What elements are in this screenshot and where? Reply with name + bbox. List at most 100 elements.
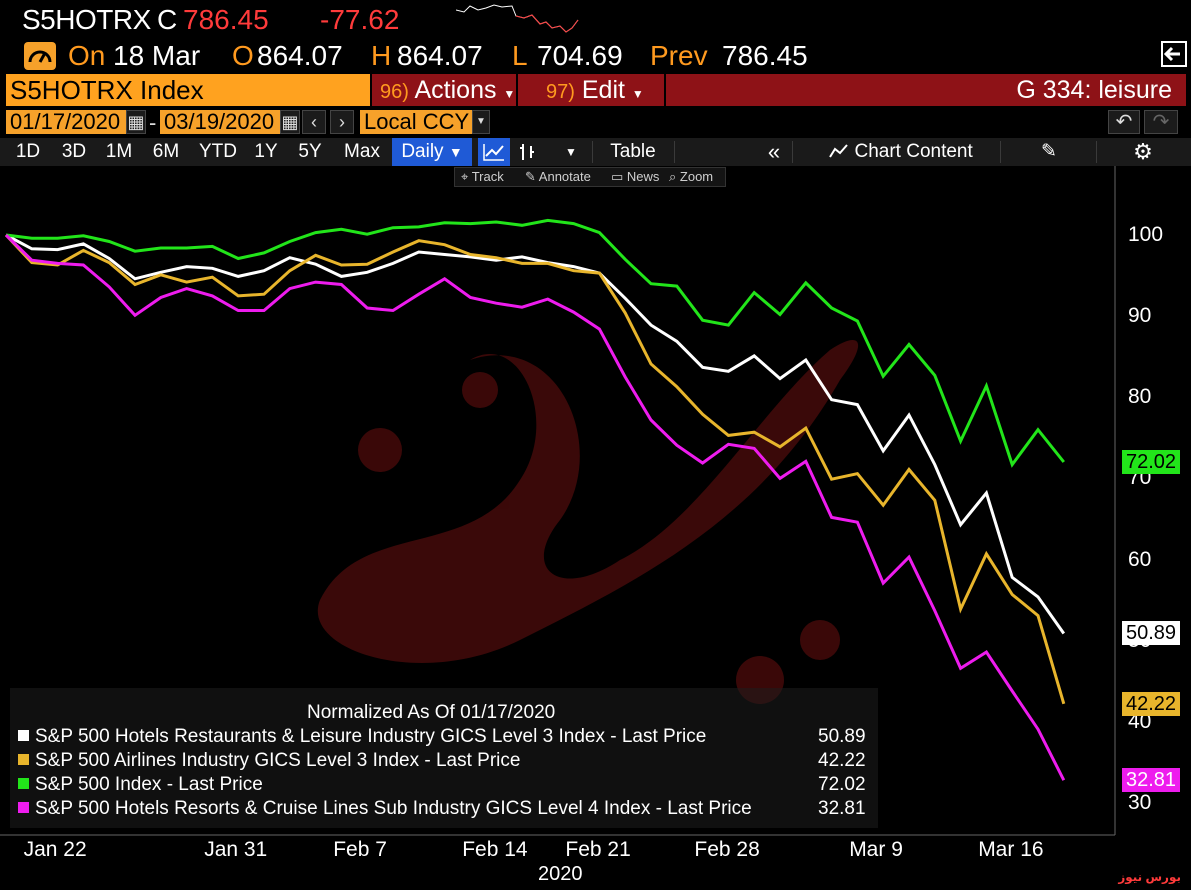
- arrow-right-icon[interactable]: ›: [330, 110, 354, 134]
- legend-item[interactable]: S&P 500 Hotels Restaurants & Leisure Ind…: [18, 726, 706, 748]
- legend-swatch: [18, 802, 29, 813]
- series-line-1[interactable]: [4, 233, 1066, 705]
- period-button-3d[interactable]: 3D: [61, 141, 87, 162]
- track-tool[interactable]: ⌖ Track: [461, 169, 504, 184]
- x-tick-label: Jan 22: [23, 838, 87, 861]
- edit-icon[interactable]: ✎: [1041, 141, 1057, 162]
- redo-icon[interactable]: ↷: [1144, 110, 1178, 134]
- x-tick-label: Feb 21: [565, 838, 631, 861]
- exit-icon[interactable]: [1160, 40, 1188, 68]
- chevron-down-icon[interactable]: ▼: [472, 110, 490, 134]
- watermark-text: بورس نیوز: [1118, 870, 1181, 884]
- legend-panel: [10, 688, 878, 828]
- end-date-input[interactable]: 03/19/2020: [160, 110, 280, 134]
- edit-menu[interactable]: 97) Edit ▼: [518, 74, 664, 106]
- series-line-3[interactable]: [4, 233, 1066, 781]
- x-tick-label: Jan 31: [204, 838, 268, 861]
- quote-detail-row: On 18 Mar O 864.07 H 864.07 L 704.69 Pre…: [0, 38, 1150, 72]
- chevron-down-icon: ▼: [503, 87, 516, 101]
- toolbar-divider: [1000, 141, 1001, 163]
- legend-item[interactable]: S&P 500 Index - Last Price: [18, 774, 263, 796]
- last-value-badge: 50.89: [1122, 621, 1181, 646]
- actions-label: Actions: [414, 76, 497, 104]
- high-label: H: [371, 40, 392, 71]
- toolbar-divider: [792, 141, 793, 163]
- legend-value: 32.81: [818, 798, 866, 819]
- bar-chart-icon[interactable]: [512, 138, 542, 166]
- low-label: L: [512, 40, 528, 71]
- calendar-icon[interactable]: ▦: [126, 110, 146, 134]
- last-value: 786.45: [183, 4, 269, 35]
- period-button-1m[interactable]: 1M: [105, 141, 133, 162]
- quote-header: S5HOTRX C 786.45 -77.62: [0, 0, 1191, 67]
- low-value: 704.69: [537, 40, 623, 71]
- legend-item[interactable]: S&P 500 Hotels Resorts & Cruise Lines Su…: [18, 798, 752, 820]
- x-tick-label: Feb 28: [694, 838, 760, 861]
- toolbar-divider: [674, 141, 675, 163]
- actions-menu[interactable]: 96) Actions ▼: [372, 74, 516, 106]
- frequency-label: Daily: [401, 141, 444, 162]
- chevron-down-icon: ▼: [448, 144, 463, 160]
- gear-icon[interactable]: ⚙: [1133, 139, 1153, 164]
- series-line-0[interactable]: [5, 233, 1066, 635]
- legend-swatch: [18, 778, 29, 789]
- legend-label: S&P 500 Index - Last Price: [35, 774, 263, 795]
- gauge-icon: [24, 42, 56, 70]
- x-tick-label: Feb 14: [462, 838, 528, 861]
- y-tick-label: 80: [1128, 385, 1152, 409]
- watermark-logo: [317, 340, 859, 704]
- chart-content-button[interactable]: Chart Content: [826, 138, 976, 166]
- period-button-6m[interactable]: 6M: [152, 141, 180, 162]
- legend-title: Normalized As Of 01/17/2020: [307, 702, 556, 723]
- period-button-1d[interactable]: 1D: [15, 141, 41, 162]
- x-tick-label: Mar 9: [849, 838, 903, 861]
- chart-toolbar: [0, 138, 1191, 166]
- chevron-down-icon[interactable]: ▼: [565, 145, 577, 159]
- series-layer: [4, 218, 1066, 781]
- zoom-tool[interactable]: ⌕ Zoom: [669, 169, 714, 184]
- quote-date: 18 Mar: [113, 40, 201, 71]
- open-label: O: [232, 40, 254, 71]
- last-value-badge: 32.81: [1122, 768, 1181, 793]
- legend-label: S&P 500 Hotels Restaurants & Leisure Ind…: [35, 726, 707, 747]
- legend-item[interactable]: S&P 500 Airlines Industry GICS Level 3 I…: [18, 750, 520, 772]
- frequency-select[interactable]: Daily ▼: [392, 138, 472, 166]
- legend-swatch: [18, 754, 29, 765]
- series-line-2[interactable]: [5, 218, 1065, 468]
- date-separator: -: [149, 110, 157, 135]
- collapse-icon[interactable]: «: [767, 139, 781, 164]
- x-tick-label: Feb 7: [333, 838, 387, 861]
- last-value-badge: 42.22: [1122, 691, 1181, 716]
- start-date-input[interactable]: 01/17/2020: [6, 110, 126, 134]
- open-value: 864.07: [257, 40, 343, 71]
- prev-value: 786.45: [722, 40, 808, 71]
- period-button-ytd[interactable]: YTD: [199, 141, 237, 162]
- news-tool[interactable]: ▭ News: [611, 169, 660, 184]
- high-value: 864.07: [397, 40, 483, 71]
- line-chart[interactable]: [0, 166, 1191, 890]
- period-button-max[interactable]: Max: [344, 141, 380, 162]
- calendar-icon[interactable]: ▦: [280, 110, 300, 134]
- y-tick-label: 100: [1128, 223, 1164, 246]
- security-field[interactable]: S5HOTRX Index: [6, 74, 370, 106]
- chevron-down-icon: ▼: [631, 87, 644, 101]
- on-label: On: [68, 40, 106, 71]
- currency-select[interactable]: Local CCY: [360, 110, 472, 134]
- x-axis-year: 2020: [538, 863, 583, 885]
- chart-tools-bar: ⌖ Track ✎ Annotate ▭ News ⌕ Zoom: [454, 167, 726, 187]
- undo-icon[interactable]: ↶: [1108, 110, 1140, 134]
- arrow-left-icon[interactable]: ‹: [302, 110, 326, 134]
- ticker-symbol[interactable]: S5HOTRX: [22, 4, 151, 35]
- period-button-5y[interactable]: 5Y: [298, 141, 322, 162]
- annotate-tool[interactable]: ✎ Annotate: [525, 169, 591, 184]
- chart-content-icon: [829, 144, 848, 158]
- function-title: G 334: leisure: [666, 74, 1186, 106]
- net-change: -77.62: [320, 4, 400, 35]
- line-chart-icon[interactable]: [478, 138, 510, 166]
- period-button-1y[interactable]: 1Y: [254, 141, 278, 162]
- chart-content-label: Chart Content: [854, 141, 973, 162]
- table-button[interactable]: Table: [610, 141, 656, 162]
- close-label: C: [157, 4, 178, 35]
- edit-number: 97): [546, 81, 575, 103]
- sparkline-icon: [456, 4, 579, 33]
